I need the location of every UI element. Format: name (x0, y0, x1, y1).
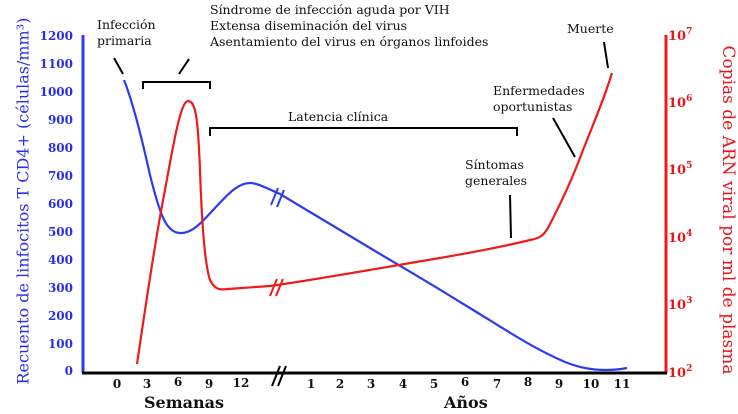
annotation-line: oportunistas (493, 99, 573, 114)
x-axis-break-icon (271, 365, 287, 387)
y-tick-left: 100 (47, 337, 73, 351)
x-tick-year: 10 (582, 377, 600, 391)
x-tick-year: 4 (398, 377, 408, 391)
bracket-acute (142, 81, 211, 89)
y-tick-left: 200 (47, 309, 73, 323)
annotation-acute-syndrome: Síndrome de infección aguda por VIH Exte… (210, 2, 488, 50)
y-tick-right: 104 (668, 229, 693, 246)
annotation-clinical-latency: Latencia clínica (288, 109, 389, 124)
viral-curve (135, 72, 614, 365)
viral-break-icon (269, 278, 284, 297)
x-tick-year: 6 (460, 375, 470, 389)
annotation-primary-infection: Infección primaria (97, 17, 156, 49)
y-tick-left: 1100 (39, 57, 73, 71)
x-tick-year: 3 (366, 377, 376, 391)
x-tick-week: 6 (173, 375, 183, 389)
y-tick-left: 500 (47, 225, 73, 239)
x-axis-weeks-title: Semanas (144, 393, 225, 412)
y-tick-left: 600 (47, 197, 73, 211)
y-tick-right: 103 (668, 296, 693, 313)
annotation-line: primaria (97, 33, 152, 48)
y-tick-right: 107 (668, 27, 693, 44)
x-tick-week: 0 (112, 377, 122, 391)
y-tick-left: 1200 (39, 29, 73, 43)
x-tick-year: 1 (306, 377, 316, 391)
annotation-line: generales (465, 173, 528, 188)
x-tick-week: 3 (142, 377, 152, 391)
y-tick-left: 0 (64, 364, 73, 378)
y-tick-left: 300 (47, 281, 73, 295)
x-tick-week: 9 (204, 377, 214, 391)
annotation-line: Extensa diseminación del virus (210, 18, 408, 33)
y-axis-left-title: Recuento de linfocitos T CD4+ (células/m… (13, 17, 33, 385)
y-tick-left: 700 (47, 169, 73, 183)
annotation-opportunistic-diseases: Enfermedades oportunistas (493, 83, 585, 115)
annotation-general-symptoms: Síntomas generales (465, 157, 527, 189)
x-tick-year: 9 (554, 377, 564, 391)
x-tick-year: 11 (613, 377, 631, 391)
annotation-line: Enfermedades (493, 83, 585, 98)
x-tick-year: 7 (492, 377, 502, 391)
y-tick-left: 400 (47, 253, 73, 267)
x-tick-year: 2 (335, 377, 345, 391)
annotation-death: Muerte (567, 21, 614, 36)
x-axis-years-title: Años (444, 393, 488, 412)
y-tick-left: 800 (47, 141, 73, 155)
y-tick-left: 1000 (39, 85, 73, 99)
y-axis-right-title: Copias de ARN viral por ml de plasma (718, 45, 738, 375)
y-tick-right: 106 (668, 94, 693, 111)
cd4-break-icon (270, 187, 285, 208)
x-tick-year: 5 (429, 377, 439, 391)
annotation-line: Síndrome de infección aguda por VIH (210, 2, 450, 17)
annotation-line: Asentamiento del virus en órganos linfoi… (210, 34, 489, 49)
x-tick-year: 8 (523, 375, 533, 389)
pointer-lines (113, 41, 609, 239)
bracket-latency (209, 127, 518, 136)
annotation-line: Síntomas (465, 157, 524, 172)
y-tick-right: 105 (668, 161, 693, 178)
y-tick-left: 900 (47, 113, 73, 127)
x-tick-week: 12 (232, 376, 250, 390)
y-tick-right: 102 (668, 364, 693, 381)
annotation-line: Infección (97, 17, 156, 32)
